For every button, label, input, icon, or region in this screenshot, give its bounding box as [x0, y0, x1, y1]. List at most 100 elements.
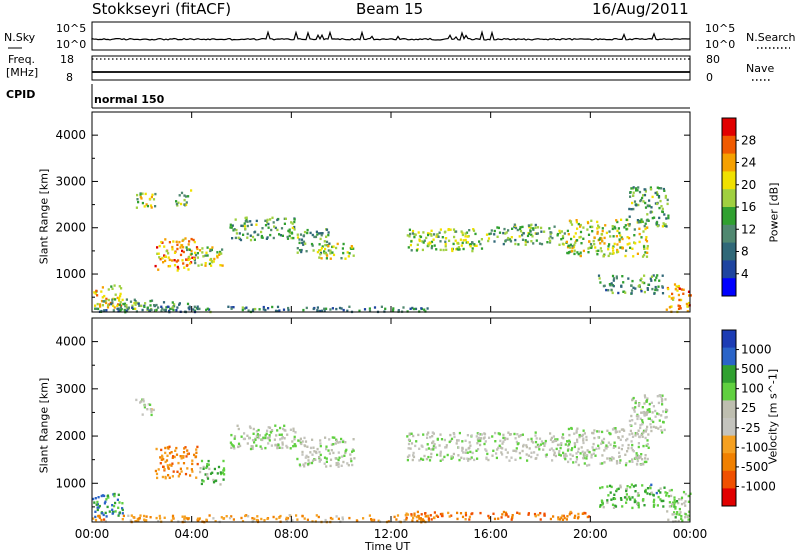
velocity-cell [468, 515, 471, 519]
velocity-cell [614, 504, 617, 507]
power-cell [645, 240, 649, 243]
power-cell [247, 309, 250, 312]
velocity-cell [668, 505, 671, 508]
velocity-cell [615, 489, 618, 493]
velocity-cell [686, 515, 689, 518]
power-cell [216, 256, 219, 259]
velocity-cell [404, 514, 407, 517]
velocity-cell [195, 448, 198, 451]
velocity-cell [533, 512, 537, 516]
velocity-cell [559, 446, 562, 450]
power-cell [249, 238, 253, 242]
velocity-cell [678, 513, 681, 516]
velocity-cell [670, 505, 673, 508]
velocity-cell [408, 454, 411, 457]
power-cell [181, 249, 184, 253]
power-cell [524, 240, 527, 244]
power-cell [171, 245, 174, 249]
velocity-cell [419, 517, 422, 520]
velocity-cell [477, 448, 480, 451]
velocity-cell [450, 437, 454, 441]
power-cell [319, 251, 323, 255]
velocity-cell [215, 479, 218, 482]
power-cell [219, 250, 222, 254]
power-cell [675, 285, 678, 288]
power-cell [104, 299, 107, 302]
velocity-cell [492, 512, 495, 515]
power-cell [329, 252, 332, 255]
power-cell [665, 308, 668, 311]
velocity-xtick-label: 08:00 [274, 527, 309, 541]
power-cell [641, 220, 644, 223]
velocity-colorbar-tick-label: 100 [741, 382, 764, 396]
velocity-cell [581, 450, 584, 453]
velocity-cell [646, 487, 650, 490]
power-cell [187, 195, 190, 198]
power-cell [134, 303, 137, 306]
velocity-cell [662, 410, 665, 413]
velocity-cell [466, 434, 469, 437]
power-cell [591, 230, 594, 233]
velocity-cell [687, 518, 690, 521]
power-cell [221, 248, 224, 251]
velocity-cell [644, 488, 647, 492]
power-cell [159, 258, 162, 261]
velocity-cell [222, 459, 225, 463]
power-cell [521, 234, 524, 237]
velocity-cell [121, 507, 124, 510]
velocity-cell [601, 503, 604, 506]
velocity-cell [223, 469, 226, 472]
velocity-cell [439, 452, 442, 455]
velocity-cell [436, 438, 439, 441]
power-cell [637, 203, 640, 207]
velocity-cell [501, 442, 504, 445]
power-cell [158, 244, 161, 248]
velocity-cell [530, 455, 533, 459]
power-cell [532, 242, 535, 245]
power-cell [493, 233, 496, 236]
velocity-cell [674, 507, 677, 510]
velocity-cell [252, 427, 255, 431]
power-cell [464, 232, 467, 235]
velocity-cell [121, 502, 124, 505]
power-cell [303, 230, 307, 234]
power-cell [646, 245, 649, 248]
velocity-cell [519, 456, 522, 460]
power-cell [219, 264, 222, 267]
velocity-cell [150, 413, 153, 417]
velocity-cell [498, 433, 501, 436]
power-cell [430, 229, 433, 232]
power-cell [426, 307, 429, 310]
velocity-cell [575, 431, 578, 434]
velocity-cell [636, 456, 639, 459]
velocity-cell [171, 516, 175, 519]
power-cell [150, 206, 153, 209]
velocity-cell [171, 475, 174, 478]
power-cell [116, 304, 119, 307]
velocity-cell [95, 503, 98, 506]
velocity-cell [94, 518, 98, 522]
power-cell [196, 307, 200, 311]
power-cell [311, 233, 314, 237]
velocity-cell [673, 511, 676, 514]
power-cell [558, 243, 561, 246]
power-cell [587, 247, 590, 250]
power-cell [160, 240, 163, 244]
velocity-cell [575, 429, 578, 432]
velocity-cell [135, 398, 138, 402]
power-cell [296, 247, 299, 250]
power-cell [316, 250, 319, 254]
velocity-cell [142, 400, 145, 403]
velocity-cell [395, 518, 398, 521]
power-cell [667, 287, 670, 291]
power-cell [319, 237, 322, 241]
power-cell [548, 237, 551, 240]
velocity-cell [499, 439, 502, 443]
power-cell [100, 299, 104, 303]
power-cell [457, 242, 460, 245]
velocity-cell [102, 513, 105, 517]
velocity-cell [327, 449, 330, 452]
power-cell [573, 252, 576, 256]
velocity-cell [609, 484, 612, 488]
velocity-cell [172, 470, 175, 473]
